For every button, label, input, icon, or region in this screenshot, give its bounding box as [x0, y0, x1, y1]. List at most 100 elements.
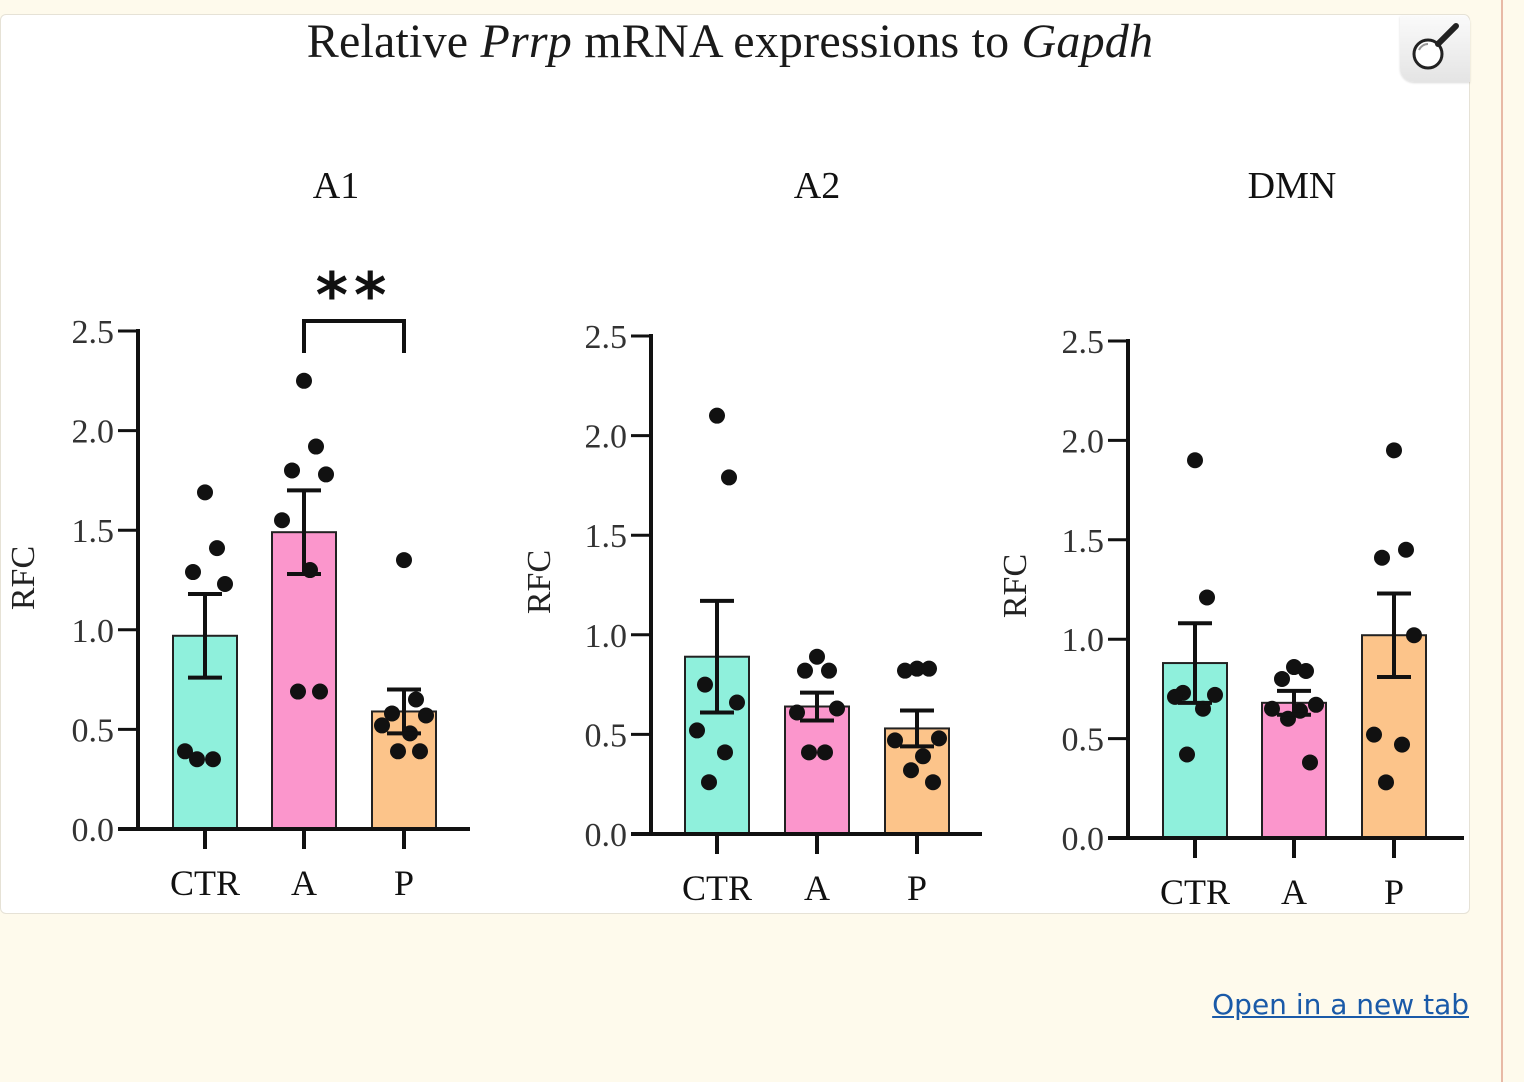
data-point [217, 575, 233, 592]
y-tick-label: 0.5 [1062, 722, 1105, 759]
y-tick-label: 1.5 [72, 513, 115, 550]
panel-title: A1 [313, 165, 359, 207]
open-in-new-tab-link[interactable]: Open in a new tab [1212, 988, 1469, 1021]
x-tick-label: CTR [1160, 872, 1230, 912]
y-tick-label: 2.5 [1062, 324, 1105, 361]
x-tick-label: A [291, 863, 317, 903]
data-point [1274, 670, 1290, 687]
data-point [312, 683, 328, 700]
data-point [709, 407, 725, 424]
figure-title: Relative Prrp mRNA expressions to Gapdh [0, 14, 1460, 69]
data-point [801, 744, 817, 761]
x-tick-label: CTR [682, 868, 752, 908]
data-point [412, 743, 428, 760]
chart-panel-a1: A1 RFC 0.0 0.5 1.0 1.5 2.0 2.5 CTR A P ** [5, 165, 470, 903]
x-tick-label: P [907, 868, 927, 908]
data-point [897, 662, 913, 679]
bar-a [1261, 701, 1327, 839]
data-point [1374, 549, 1390, 566]
data-point [189, 751, 205, 768]
page-right-border [1501, 0, 1503, 1082]
y-tick-label: 1.5 [1062, 523, 1105, 560]
magnifier-icon [1412, 23, 1459, 70]
data-point [396, 552, 412, 569]
data-point [689, 722, 705, 739]
data-point [374, 717, 390, 734]
y-tick-label: 0.5 [585, 717, 628, 754]
x-tick-label: A [1281, 872, 1307, 912]
data-point [185, 564, 201, 581]
data-point [1207, 686, 1223, 703]
data-point [1378, 774, 1394, 791]
significance-bracket [302, 319, 406, 353]
figure-title-part: mRNA expressions to [572, 15, 1022, 68]
data-point [1286, 659, 1302, 676]
bar-a [784, 705, 850, 836]
data-point [789, 704, 805, 721]
y-tick-label: 1.0 [1062, 622, 1105, 659]
data-point [390, 743, 406, 760]
x-tick-label: CTR [170, 863, 240, 903]
x-tick-label: A [804, 868, 830, 908]
data-point [1264, 700, 1280, 717]
data-point [209, 540, 225, 557]
data-point [205, 751, 221, 768]
data-point [1298, 663, 1314, 680]
y-tick-label: 1.0 [585, 618, 628, 655]
x-tick-label: P [394, 863, 414, 903]
figure-title-part: Relative [306, 15, 481, 68]
chart-panel-dmn: DMN RFC 0.0 0.5 1.0 1.5 2.0 2.5 CTR A P [997, 165, 1464, 912]
zoom-button[interactable] [1400, 16, 1470, 82]
data-point [384, 705, 400, 722]
y-tick-label: 2.0 [585, 419, 628, 456]
data-point [721, 469, 737, 486]
y-tick-label: 2.0 [72, 414, 115, 451]
data-point [1308, 696, 1324, 713]
data-point [829, 700, 845, 717]
data-point [318, 466, 334, 483]
data-point [1366, 726, 1382, 743]
y-tick-label: 2.5 [585, 319, 628, 356]
data-point [418, 707, 434, 724]
data-point [274, 512, 290, 529]
bar-a [271, 531, 337, 831]
data-point [701, 774, 717, 791]
data-point [717, 744, 733, 761]
y-axis-label: RFC [5, 546, 42, 610]
y-tick-label: 0.0 [72, 812, 115, 849]
data-point [1179, 746, 1195, 763]
y-tick-label: 1.5 [585, 518, 628, 555]
data-point [284, 462, 300, 479]
data-point [1406, 627, 1422, 644]
data-point [797, 662, 813, 679]
y-tick-label: 1.0 [72, 613, 115, 650]
y-tick-label: 0.5 [72, 712, 115, 749]
data-point [887, 732, 903, 749]
figure-title-part: Gapdh [1021, 15, 1154, 68]
data-point [296, 372, 312, 389]
data-point [697, 676, 713, 693]
data-point [1394, 736, 1410, 753]
y-tick-label: 0.0 [1062, 821, 1105, 858]
data-point [921, 660, 937, 677]
data-point [817, 744, 833, 761]
chart-panel-a2: A2 RFC 0.0 0.5 1.0 1.5 2.0 2.5 CTR A P [521, 165, 982, 908]
y-axis-label: RFC [997, 554, 1034, 618]
data-point [1199, 589, 1215, 606]
data-point [809, 648, 825, 665]
y-tick-label: 2.5 [72, 314, 115, 351]
data-point [915, 748, 931, 765]
data-point [177, 743, 193, 760]
panel-title: DMN [1248, 165, 1337, 207]
data-point [909, 660, 925, 677]
data-point [931, 730, 947, 747]
data-point [197, 484, 213, 501]
data-point [1386, 442, 1402, 459]
data-point [925, 774, 941, 791]
data-point [308, 438, 324, 455]
y-tick-label: 2.0 [1062, 423, 1105, 460]
figure-title-part: Prrp [480, 15, 572, 68]
panel-title: A2 [794, 165, 840, 207]
y-axis-label: RFC [521, 550, 558, 614]
data-point [821, 662, 837, 679]
